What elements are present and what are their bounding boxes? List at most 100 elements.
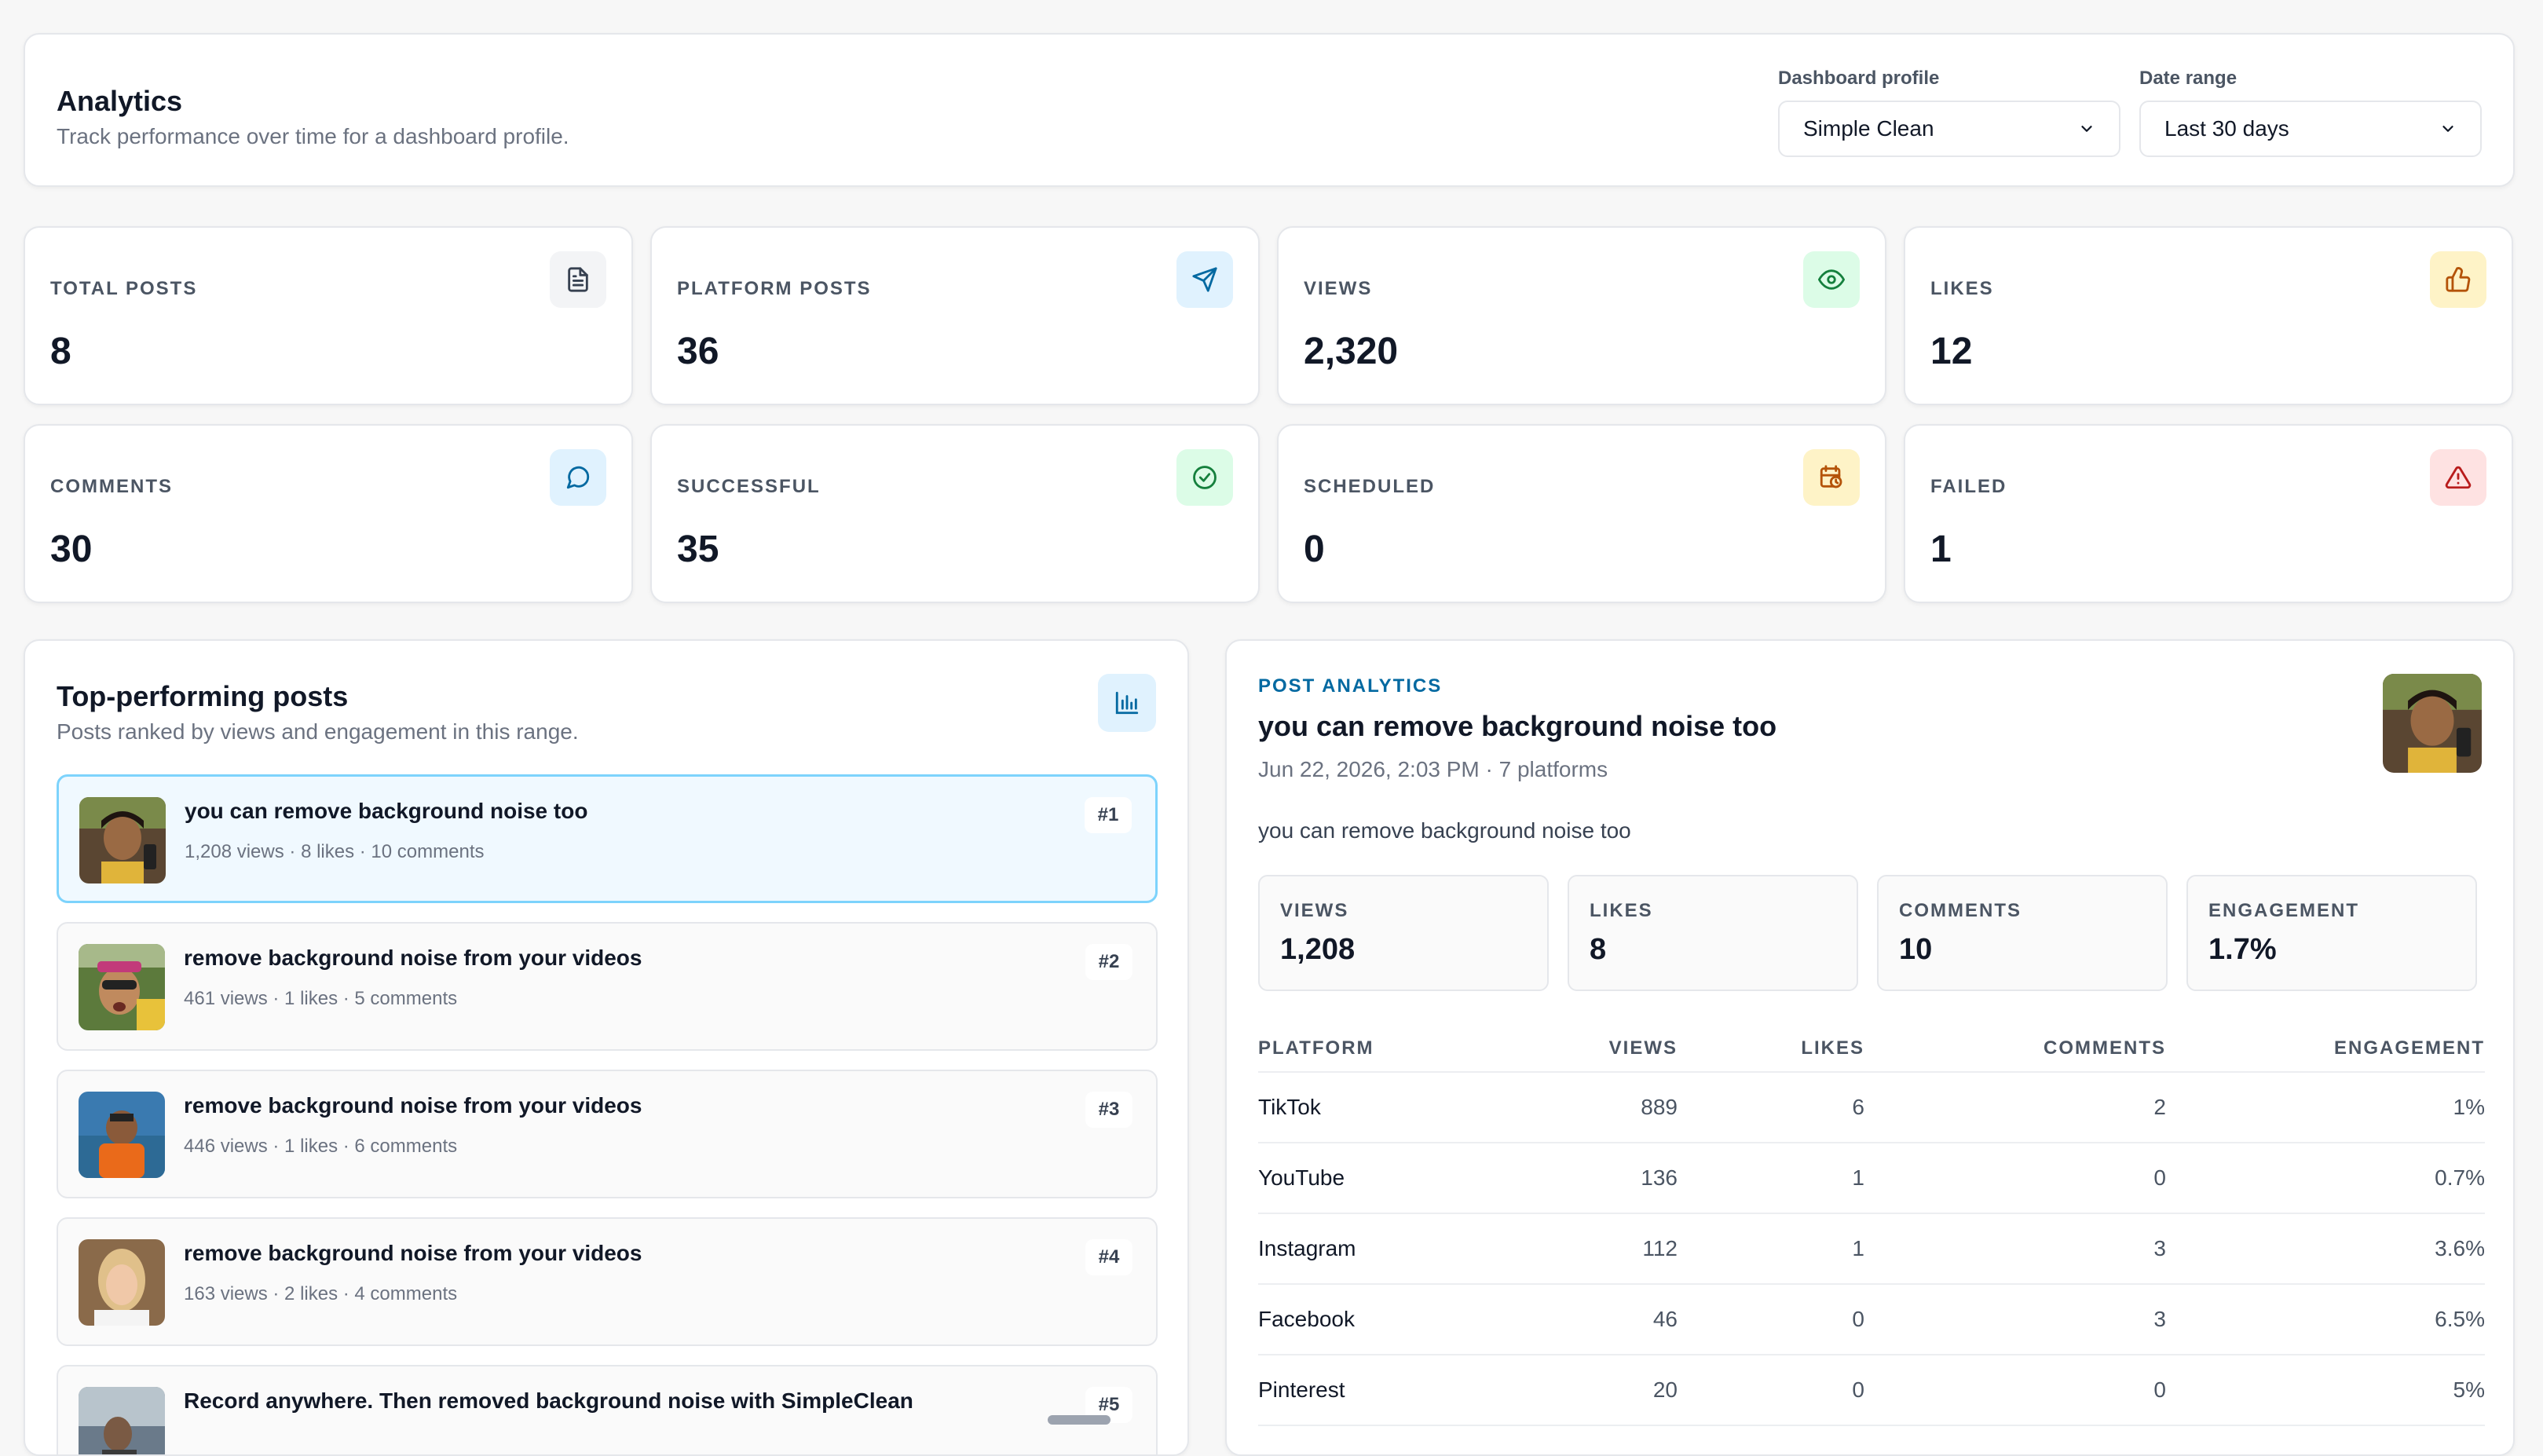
post-analytics-thumbnail: [2383, 674, 2482, 773]
top-post-item[interactable]: remove background noise from your videos…: [57, 1217, 1158, 1346]
table-cell: 3: [2153, 1307, 2166, 1331]
scrollbar-handle[interactable]: [1048, 1415, 1111, 1425]
post-title: you can remove background noise too: [185, 799, 588, 823]
top-posts-subtitle: Posts ranked by views and engagement in …: [57, 719, 579, 744]
stat-value: 12: [1930, 331, 1973, 372]
post-analytics-meta: Jun 22, 2026, 2:03 PM · 7 platforms: [1258, 757, 1608, 781]
table-cell: 136: [1641, 1165, 1678, 1190]
date-range-value: Last 30 days: [2164, 116, 2289, 141]
stat-label: SUCCESSFUL: [677, 476, 821, 497]
post-thumbnail: [79, 1387, 165, 1454]
table-cell: 3.6%: [2435, 1236, 2485, 1260]
metric-value: 1.7%: [2208, 933, 2277, 966]
stat-value: 8: [50, 331, 71, 372]
platform-table: PLATFORM VIEWS LIKES COMMENTS ENGAGEMENT…: [1258, 1026, 2485, 1426]
table-cell: 0: [1852, 1377, 1864, 1402]
metric-value: 10: [1899, 933, 1933, 966]
post-meta: 163 views · 2 likes · 4 comments: [184, 1283, 458, 1304]
stat-card-platform-posts: PLATFORM POSTS 36: [650, 226, 1260, 405]
post-title: remove background noise from your videos: [184, 946, 642, 970]
table-cell: 5%: [2453, 1377, 2485, 1402]
post-title: Record anywhere. Then removed background…: [184, 1388, 913, 1413]
post-title: remove background noise from your videos: [184, 1241, 642, 1265]
table-cell: 0: [2153, 1165, 2166, 1190]
table-cell: Facebook: [1258, 1307, 1355, 1331]
column-header: LIKES: [1801, 1037, 1864, 1059]
metric-engagement: ENGAGEMENT 1.7%: [2186, 875, 2477, 991]
metric-label: COMMENTS: [1899, 900, 2022, 921]
warning-icon: [2430, 449, 2486, 506]
stat-card-comments: COMMENTS 30: [24, 424, 633, 603]
table-cell: 46: [1652, 1307, 1678, 1331]
metric-label: VIEWS: [1280, 900, 1349, 921]
analytics-header: Analytics Track performance over time fo…: [24, 33, 2515, 187]
chevron-down-icon: [2081, 126, 2092, 132]
post-analytics-description: you can remove background noise too: [1258, 818, 1631, 843]
stat-label: SCHEDULED: [1304, 476, 1436, 497]
stat-card-views: VIEWS 2,320: [1277, 226, 1886, 405]
metric-comments: COMMENTS 10: [1877, 875, 2168, 991]
eye-icon: [1803, 251, 1860, 308]
table-cell: Pinterest: [1258, 1377, 1345, 1402]
table-cell: Instagram: [1258, 1236, 1356, 1260]
dashboard-profile-value: Simple Clean: [1803, 116, 1934, 141]
post-rank-badge: #1: [1085, 797, 1132, 833]
metric-likes: LIKES 8: [1568, 875, 1858, 991]
stat-value: 0: [1304, 529, 1325, 570]
stat-card-failed: FAILED 1: [1904, 424, 2513, 603]
table-cell: 20: [1652, 1377, 1678, 1402]
stat-label: FAILED: [1930, 476, 2007, 497]
post-meta: 446 views · 1 likes · 6 comments: [184, 1136, 458, 1157]
table-row: Instagram 112 1 3 3.6%: [1258, 1214, 2485, 1285]
thumbs-up-icon: [2430, 251, 2486, 308]
column-header: COMMENTS: [2044, 1037, 2166, 1059]
date-range-select[interactable]: Last 30 days: [2139, 101, 2482, 157]
table-cell: 1%: [2453, 1095, 2485, 1119]
top-post-item[interactable]: you can remove background noise too 1,20…: [57, 774, 1158, 903]
table-cell: 112: [1642, 1236, 1678, 1260]
metric-views: VIEWS 1,208: [1258, 875, 1549, 991]
stat-label: TOTAL POSTS: [50, 278, 198, 299]
stat-card-scheduled: SCHEDULED 0: [1277, 424, 1886, 603]
metric-label: LIKES: [1590, 900, 1653, 921]
dashboard-profile-group: Dashboard profile Simple Clean: [1778, 68, 2120, 157]
dashboard-profile-select[interactable]: Simple Clean: [1778, 101, 2120, 157]
column-header: PLATFORM: [1258, 1037, 1374, 1059]
table-cell: 0: [1852, 1307, 1864, 1331]
top-post-item[interactable]: remove background noise from your videos…: [57, 922, 1158, 1051]
post-rank-badge: #3: [1085, 1092, 1132, 1128]
top-post-item[interactable]: Record anywhere. Then removed background…: [57, 1365, 1158, 1454]
table-row: TikTok 889 6 2 1%: [1258, 1073, 2485, 1143]
top-post-item[interactable]: remove background noise from your videos…: [57, 1070, 1158, 1198]
post-meta: 461 views · 1 likes · 5 comments: [184, 988, 458, 1009]
post-meta: 1,208 views · 8 likes · 10 comments: [185, 841, 485, 862]
post-analytics-title: you can remove background noise too: [1258, 710, 1777, 742]
calendar-clock-icon: [1803, 449, 1860, 506]
post-thumbnail: [79, 1092, 165, 1178]
stat-value: 1: [1930, 529, 1952, 570]
metric-value: 8: [1590, 933, 1607, 966]
table-cell: 889: [1641, 1095, 1678, 1119]
bar-chart-icon[interactable]: [1098, 674, 1156, 732]
check-circle-icon: [1176, 449, 1233, 506]
metric-label: ENGAGEMENT: [2208, 900, 2360, 921]
stat-card-likes: LIKES 12: [1904, 226, 2513, 405]
top-posts-title: Top-performing posts: [57, 680, 349, 712]
table-cell: 6.5%: [2435, 1307, 2485, 1331]
stat-card-total-posts: TOTAL POSTS 8: [24, 226, 633, 405]
table-row: Facebook 46 0 3 6.5%: [1258, 1285, 2485, 1355]
table-cell: 0: [2153, 1377, 2166, 1402]
post-rank-badge: #4: [1085, 1239, 1132, 1275]
chat-bubble-icon: [550, 449, 606, 506]
post-analytics-panel: POST ANALYTICS you can remove background…: [1225, 639, 2515, 1456]
table-cell: TikTok: [1258, 1095, 1321, 1119]
column-header: VIEWS: [1608, 1037, 1678, 1059]
page-subtitle: Track performance over time for a dashbo…: [57, 124, 569, 148]
table-cell: YouTube: [1258, 1165, 1345, 1190]
stat-card-successful: SUCCESSFUL 35: [650, 424, 1260, 603]
stat-label: PLATFORM POSTS: [677, 278, 872, 299]
table-cell: 2: [2153, 1095, 2166, 1119]
table-cell: 1: [1852, 1236, 1864, 1260]
post-thumbnail: [79, 944, 165, 1030]
column-header: ENGAGEMENT: [2333, 1037, 2485, 1059]
